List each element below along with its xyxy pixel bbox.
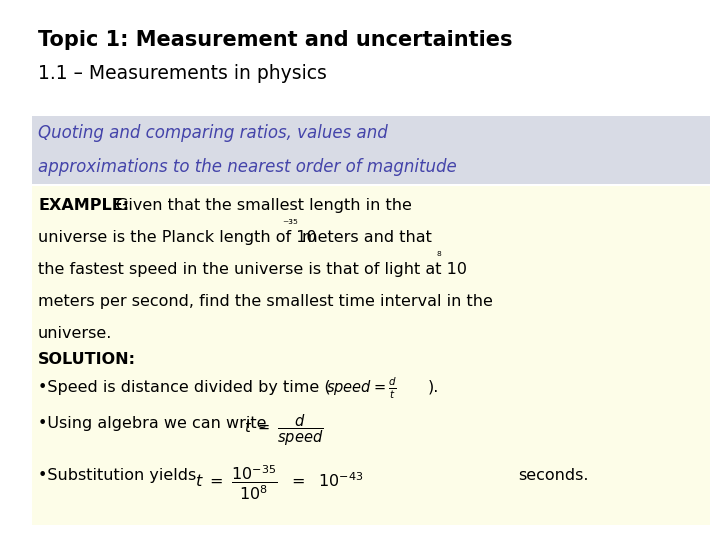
Text: •Using algebra we can write: •Using algebra we can write [38,416,271,431]
Text: Given that the smallest length in the: Given that the smallest length in the [116,198,412,213]
Text: ⁸: ⁸ [436,250,441,263]
Text: universe.: universe. [38,326,112,341]
Text: ⁻³⁵: ⁻³⁵ [282,218,298,231]
Text: universe is the Planck length of 10: universe is the Planck length of 10 [38,230,317,245]
Text: SOLUTION:: SOLUTION: [38,352,136,367]
Text: $\mathit{t}\ =\ \dfrac{d}{\mathit{speed}}$: $\mathit{t}\ =\ \dfrac{d}{\mathit{speed}… [244,412,323,448]
Text: the fastest speed in the universe is that of light at 10: the fastest speed in the universe is tha… [38,262,467,277]
Text: •Substitution yields: •Substitution yields [38,468,202,483]
Bar [32,186,710,525]
Text: ).: ). [428,380,439,395]
Text: •Speed is distance divided by time (: •Speed is distance divided by time ( [38,380,330,395]
Text: EXAMPLE:: EXAMPLE: [38,198,129,213]
Text: Topic 1: Measurement and uncertainties: Topic 1: Measurement and uncertainties [38,30,513,50]
Bar [32,116,710,184]
Text: $\mathit{t}\ =\ \dfrac{10^{-35}}{10^{8}}\ \ =\ \ 10^{-43}$: $\mathit{t}\ =\ \dfrac{10^{-35}}{10^{8}}… [195,464,364,502]
Text: $\mathit{speed} = \frac{d}{t}$: $\mathit{speed} = \frac{d}{t}$ [326,376,397,401]
Text: approximations to the nearest order of magnitude: approximations to the nearest order of m… [38,158,456,176]
Text: 1.1 – Measurements in physics: 1.1 – Measurements in physics [38,64,327,83]
Text: Quoting and comparing ratios, values and: Quoting and comparing ratios, values and [38,124,388,142]
Text: seconds.: seconds. [518,468,588,483]
Text: meters per second, find the smallest time interval in the: meters per second, find the smallest tim… [38,294,493,309]
Text: meters and that: meters and that [302,230,432,245]
